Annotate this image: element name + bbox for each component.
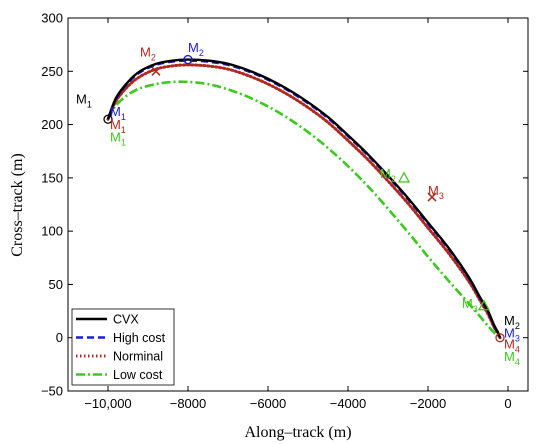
x-tick-label: −6000 [250, 396, 287, 411]
marker-label: M3 [462, 296, 478, 314]
marker-triangle [477, 299, 491, 311]
marker-label: M1 [110, 104, 126, 122]
x-tick-label: −2000 [410, 396, 447, 411]
x-tick-label: −8000 [170, 396, 207, 411]
marker-circle [103, 114, 113, 124]
series-line-cvx [106, 58, 502, 339]
marker-label: M2 [504, 313, 520, 331]
y-tick-label: −50 [41, 384, 63, 399]
y-tick-label: 0 [56, 330, 63, 345]
x-axis-label: Along–track (m) [244, 424, 351, 441]
series-line-low-cost [106, 80, 501, 339]
legend-box [71, 308, 175, 386]
y-tick-label: 100 [41, 224, 63, 239]
legend-label: Low cost [113, 368, 163, 382]
marker-label: M2 [140, 44, 156, 62]
marker-label: M1 [110, 130, 126, 148]
x-tick-label: 0 [504, 396, 511, 411]
marker-label: M1 [76, 91, 92, 109]
marker-circle [183, 54, 193, 65]
y-tick-label: 250 [41, 64, 63, 79]
legend: CVX High cost Norminal Low cost [71, 308, 175, 386]
marker-label: M4 [504, 349, 520, 367]
marker-label: M2 [380, 166, 396, 184]
marker-label: M4 [504, 336, 520, 354]
legend-label: CVX [113, 313, 139, 327]
marker-cross [427, 192, 437, 202]
marker-label: M2 [188, 40, 204, 58]
y-tick-label: 300 [41, 11, 63, 26]
marker-label: M3 [428, 183, 444, 201]
x-tick-label: −4000 [330, 396, 367, 411]
marker-label: M1 [110, 117, 126, 135]
marker-cross [151, 66, 161, 76]
x-tick-label: −10,000 [84, 396, 131, 411]
legend-label: Norminal [113, 350, 163, 364]
y-axis-label: Cross–track (m) [9, 153, 26, 257]
y-tick-label: 150 [41, 170, 63, 185]
trajectory-markers [103, 54, 505, 343]
marker-circle [495, 333, 505, 343]
y-tick-label: 50 [49, 277, 63, 292]
legend-label: High cost [113, 331, 166, 345]
series-lines [106, 58, 502, 340]
axis-ticks: −10,000 −8000 −6000 −4000 −2000 0 −50 0 50 100 150… [41, 11, 528, 411]
y-tick-label: 200 [41, 117, 63, 132]
marker-triangle [397, 171, 411, 183]
marker-label: M3 [504, 326, 520, 344]
